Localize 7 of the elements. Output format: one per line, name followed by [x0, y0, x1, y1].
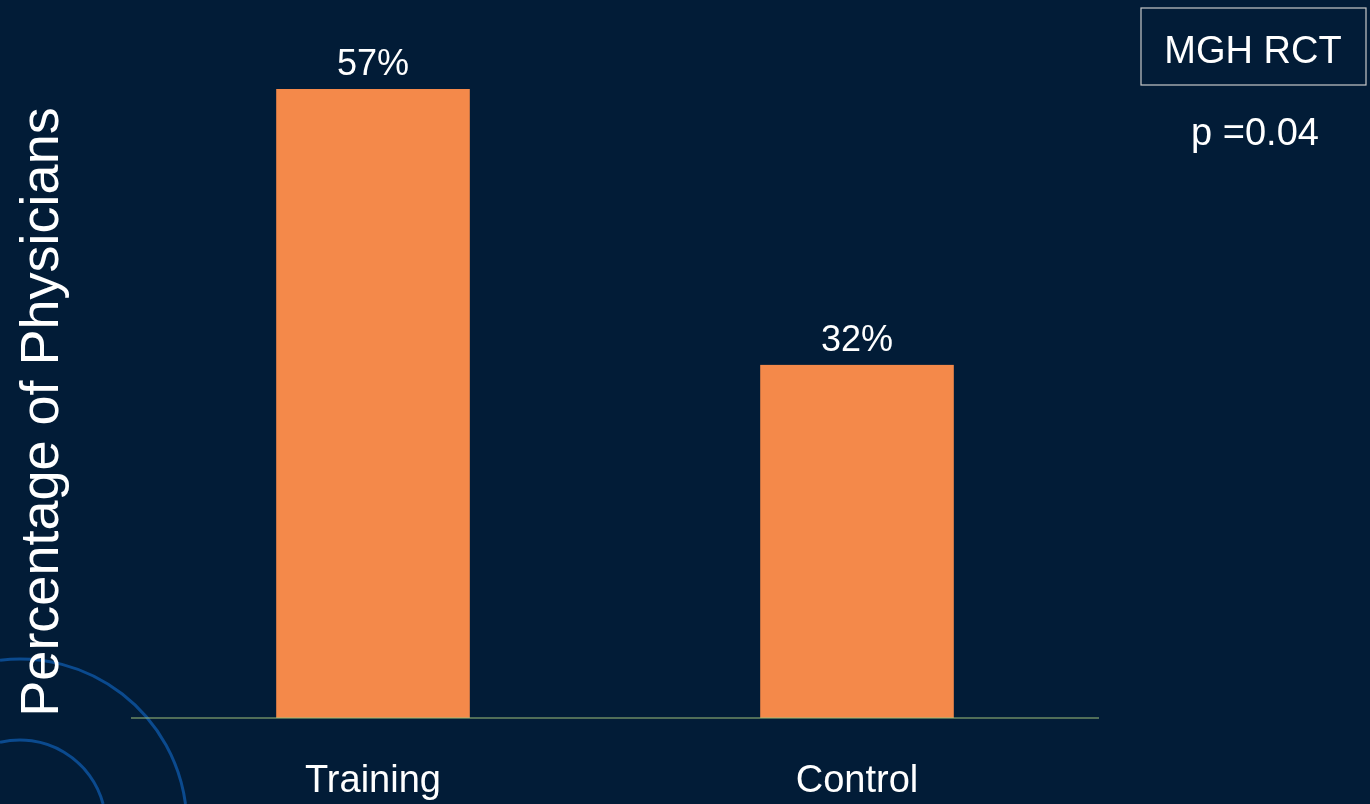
x-tick-label: Training — [305, 758, 441, 800]
x-tick-label: Control — [795, 758, 919, 800]
text: MGH RCT — [1164, 29, 1342, 71]
text: p =0.04 — [1191, 111, 1319, 153]
data-label: 32% — [820, 317, 894, 359]
y-axis-title: Percentage of Physicians — [9, 107, 69, 717]
data-label: 57% — [336, 42, 410, 83]
